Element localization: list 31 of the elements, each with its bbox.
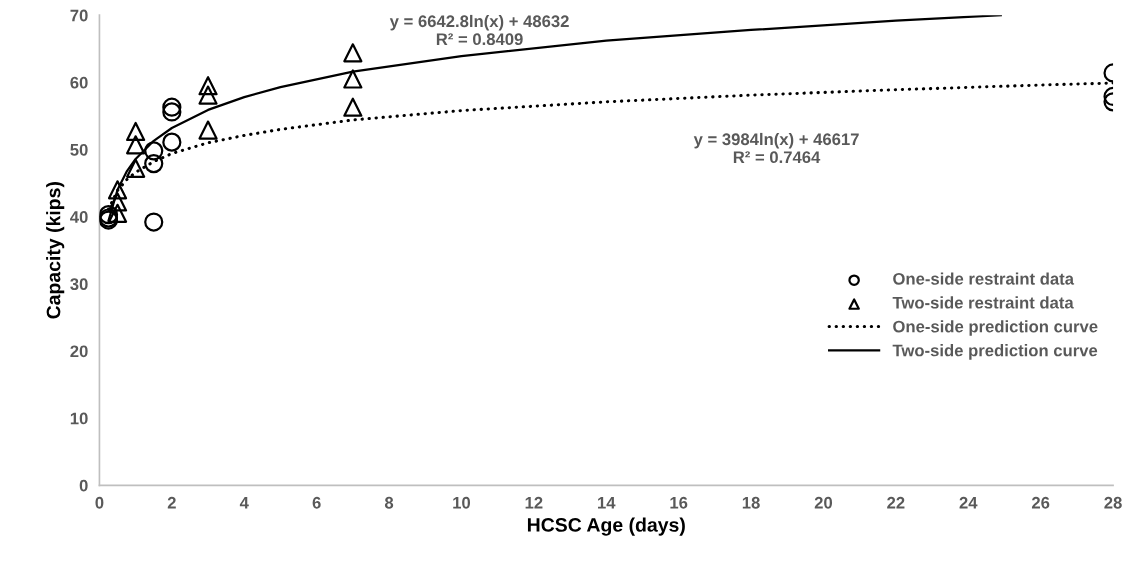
- y-axis-title: Capacity (kips): [46, 182, 65, 319]
- y-tick-label: 60: [70, 76, 88, 89]
- y-tick-label: 0: [79, 479, 88, 492]
- legend-label: One-side restraint data: [893, 272, 1075, 285]
- x-tick-label: 2: [167, 496, 176, 509]
- annotation: y = 3984ln(x) + 46617 R² = 0.7464: [693, 132, 859, 164]
- annotation: y = 6642.8ln(x) + 48632 R² = 0.8409: [389, 14, 569, 46]
- x-tick-label: 26: [1031, 496, 1050, 509]
- y-tick-label: 20: [70, 345, 88, 358]
- x-tick-label: 22: [887, 496, 905, 509]
- y-tick-label: 70: [70, 9, 88, 22]
- x-tick-label: 14: [598, 497, 616, 509]
- x-tick-label: 10: [453, 496, 471, 509]
- x-tick-label: 18: [742, 496, 760, 509]
- y-tick-label: 30: [70, 278, 88, 291]
- x-tick-label: 20: [814, 496, 833, 509]
- x-tick-label: 6: [312, 496, 321, 509]
- y-tick-label: 10: [70, 412, 88, 425]
- x-tick-label: 16: [670, 496, 688, 509]
- x-tick-label: 8: [384, 496, 394, 509]
- y-tick-label: 40: [70, 211, 88, 223]
- x-tick-label: 24: [959, 496, 978, 509]
- x-tick-label: 12: [525, 496, 543, 509]
- y-tick-label: 50: [70, 143, 88, 156]
- x-axis-title: HCSC Age (days): [527, 517, 685, 536]
- legend-label: One-side prediction curve: [893, 320, 1098, 336]
- x-tick-label: 4: [239, 497, 249, 509]
- legend-label: Two-side prediction curve: [892, 344, 1098, 360]
- x-tick-label: 0: [95, 496, 104, 509]
- x-tick-label: 28: [1104, 496, 1122, 509]
- legend-label: Two-side restraint data: [892, 296, 1074, 309]
